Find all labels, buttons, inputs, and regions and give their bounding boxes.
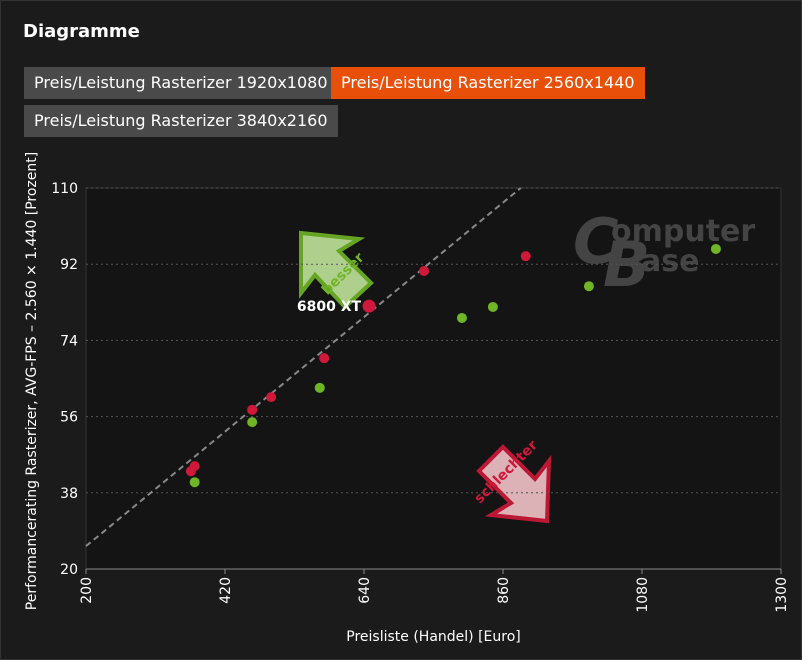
arrow-worse (476, 444, 552, 524)
point (189, 477, 200, 488)
y-tick-label: 74 (60, 333, 78, 349)
point (710, 243, 721, 254)
x-tick-label: 640 (357, 577, 373, 604)
watermark: omputer (611, 214, 755, 249)
point (314, 382, 325, 393)
x-tick-label: 1300 (774, 577, 790, 613)
watermark: ase (641, 244, 699, 279)
point (487, 301, 498, 312)
point (520, 251, 531, 262)
x-tick-label: 860 (496, 577, 512, 604)
y-tick-label: 38 (60, 486, 78, 502)
point (419, 265, 430, 276)
point (583, 281, 594, 292)
point (266, 392, 277, 403)
point (247, 404, 258, 415)
point (362, 299, 376, 313)
tab[interactable]: Preis/Leistung Rasterizer 2560x1440 (331, 67, 645, 99)
tab[interactable]: Preis/Leistung Rasterizer 1920x1080 (24, 67, 338, 99)
point-label: 6800 XT (297, 299, 362, 315)
y-tick-label: 56 (60, 410, 78, 426)
x-tick-label: 1080 (635, 577, 651, 613)
y-tick-label: 92 (60, 257, 78, 273)
arrow-better (299, 230, 374, 310)
point (456, 312, 467, 323)
page-title: Diagramme (23, 21, 140, 42)
x-axis-label: Preisliste (Handel) [Euro] (346, 629, 520, 645)
x-tick-label: 420 (218, 577, 234, 604)
point (189, 461, 200, 472)
point (247, 417, 258, 428)
plot-area (85, 187, 782, 570)
watermark: C (573, 205, 619, 278)
y-tick-label: 20 (60, 562, 78, 578)
reference-line (85, 187, 522, 547)
y-tick-label: 110 (51, 181, 78, 197)
y-axis-label: Performancerating Rasterizer, AVG-FPS – … (24, 152, 40, 610)
point (319, 353, 330, 364)
tab[interactable]: Preis/Leistung Rasterizer 3840x2160 (24, 105, 338, 137)
x-tick-label: 200 (79, 577, 95, 604)
